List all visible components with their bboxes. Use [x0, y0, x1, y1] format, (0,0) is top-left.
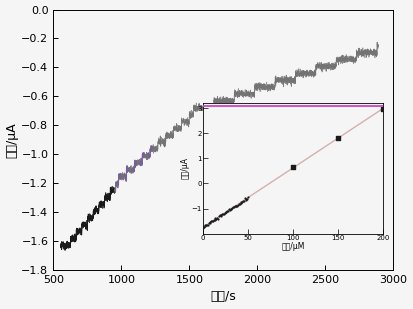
Y-axis label: 电流/μA: 电流/μA: [5, 122, 19, 158]
X-axis label: 时间/s: 时间/s: [211, 290, 236, 303]
